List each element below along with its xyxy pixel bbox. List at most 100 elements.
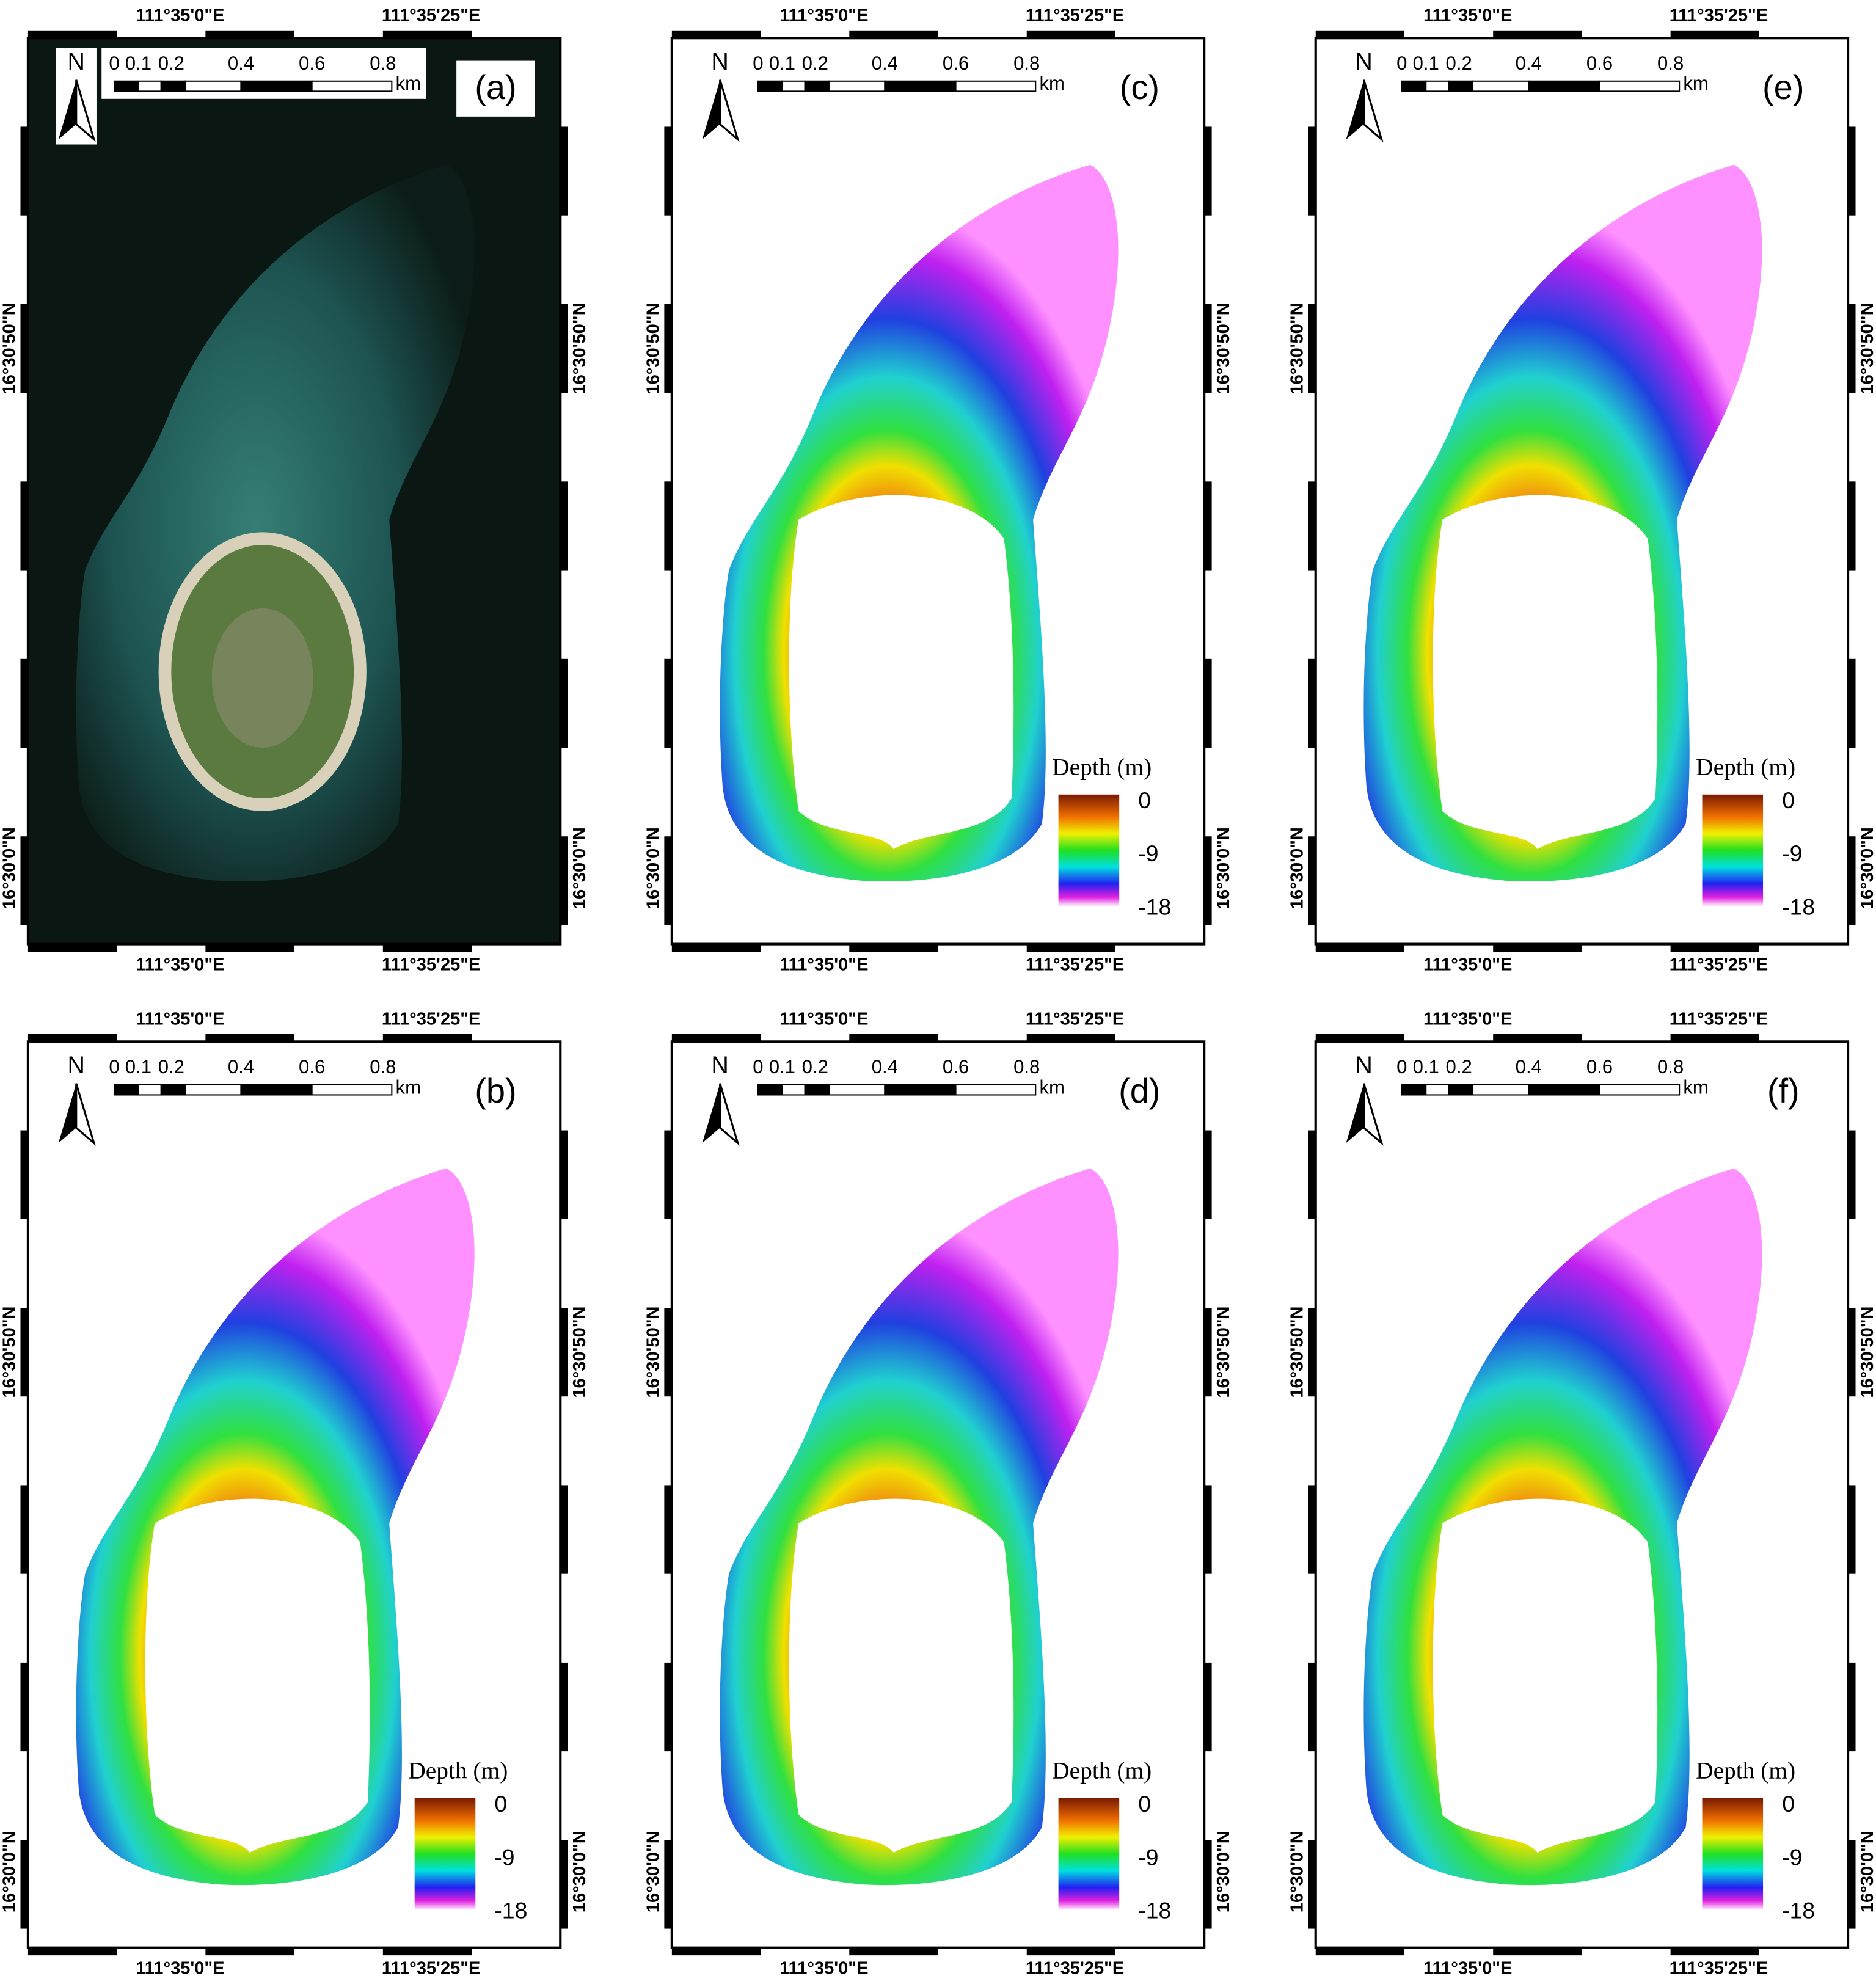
map-panel: Depth (m) 0 -9 -18 111°35'0"E 111°35'0"E 111°3… — [1287, 1010, 1876, 1978]
frame-tick — [560, 304, 568, 393]
latitude-label: 16°30'50"N — [1858, 302, 1876, 394]
frame-tick — [382, 944, 472, 952]
frame-tick — [20, 1840, 28, 1929]
scale-label: 0.1 — [1413, 1056, 1439, 1077]
scale-label: 0.8 — [1657, 53, 1684, 74]
frame-tick — [1204, 304, 1212, 393]
scale-segment — [757, 1084, 783, 1096]
scale-label: 0.4 — [228, 1056, 254, 1077]
frame-tick — [1308, 658, 1316, 748]
frame-tick — [1848, 304, 1856, 393]
longitude-label: 111°35'25"E — [382, 1959, 480, 1978]
scale-label: 0.6 — [1586, 1056, 1613, 1077]
frame-tick — [20, 481, 28, 571]
frame-tick — [560, 1485, 568, 1574]
longitude-label: 111°35'25"E — [1670, 955, 1768, 975]
frame-tick — [382, 1034, 472, 1042]
frame-tick — [1308, 126, 1316, 216]
scale-segment — [1401, 80, 1427, 92]
frame-tick — [20, 1130, 28, 1219]
legend-title: Depth (m) — [1052, 1757, 1152, 1784]
scale-segment — [184, 80, 242, 92]
frame-tick — [560, 1840, 568, 1929]
frame-tick — [1670, 30, 1759, 38]
scale-segment — [137, 1084, 162, 1096]
north-arrow — [75, 79, 96, 142]
frame-tick — [1308, 1130, 1316, 1219]
frame-tick — [560, 1662, 568, 1752]
scale-segment — [137, 80, 162, 92]
frame-tick — [1204, 836, 1212, 925]
longitude-label: 111°35'0"E — [1423, 955, 1512, 975]
scale-segment — [311, 1084, 393, 1096]
scale-segment — [804, 80, 830, 92]
frame-tick — [1026, 1947, 1115, 1956]
legend-colorbar — [414, 1798, 476, 1910]
frame-tick — [1848, 1840, 1856, 1929]
island-center — [211, 608, 313, 748]
frame-tick — [560, 1308, 568, 1397]
latitude-label: 16°30'0"N — [1287, 1831, 1307, 1912]
frame-tick — [27, 1947, 117, 1956]
latitude-label: 16°30'50"N — [1287, 1307, 1307, 1398]
latitude-label: 16°30'0"N — [0, 827, 20, 909]
scale-label: 0.8 — [1657, 1056, 1684, 1077]
longitude-label: 111°35'25"E — [1670, 6, 1768, 26]
scale-label: 0.1 — [769, 53, 795, 74]
scale-segment — [955, 1084, 1037, 1096]
legend-tick-label: -9 — [1782, 840, 1802, 866]
scale-label: 0.2 — [802, 53, 828, 74]
legend-tick-label: -9 — [1138, 840, 1158, 866]
longitude-label: 111°35'0"E — [779, 1010, 868, 1029]
legend-title: Depth (m) — [1696, 1757, 1795, 1784]
legend-title: Depth (m) — [1696, 753, 1795, 780]
frame-tick — [1848, 126, 1856, 216]
frame-tick — [1315, 1034, 1404, 1042]
scale-label: 0.4 — [1516, 53, 1542, 74]
latitude-label: 16°30'0"N — [643, 1831, 663, 1912]
frame-tick — [1204, 658, 1212, 748]
scale-label: 0.8 — [1013, 53, 1040, 74]
scale-label: 0.6 — [299, 53, 325, 74]
panel-label: (b) — [475, 1071, 516, 1110]
frame-tick — [664, 1840, 672, 1929]
longitude-label: 111°35'0"E — [1423, 1010, 1512, 1029]
scale-unit: km — [1039, 73, 1064, 94]
scale-segment — [1425, 1084, 1450, 1096]
scale-unit: km — [396, 1076, 421, 1098]
legend-tick-label: 0 — [1782, 787, 1795, 813]
scale-segment — [1401, 1084, 1427, 1096]
scale-segment — [884, 80, 957, 92]
frame-tick — [1204, 1130, 1212, 1219]
north-label: N — [68, 48, 85, 75]
map-panel: Depth (m) 0 -9 -18 111°35'0"E 111°35'0"E 111°3… — [643, 6, 1233, 975]
legend-tick-label: 0 — [494, 1791, 507, 1817]
frame-tick — [849, 1947, 938, 1956]
legend-tick-label: -9 — [1782, 1844, 1802, 1870]
frame-tick — [664, 126, 672, 216]
frame-tick — [382, 1947, 472, 1956]
frame-tick — [664, 304, 672, 393]
frame-tick — [20, 1308, 28, 1397]
scale-segment — [1599, 80, 1681, 92]
scale-label: 0.6 — [943, 1056, 969, 1077]
frame-tick — [1026, 1034, 1115, 1042]
scale-label: 0.2 — [1446, 53, 1472, 74]
panel-label: (e) — [1762, 68, 1804, 106]
longitude-label: 111°35'25"E — [382, 6, 480, 26]
north-arrow — [1346, 79, 1364, 140]
scale-label: 0.1 — [1413, 53, 1439, 74]
frame-tick — [1308, 304, 1316, 393]
scale-label: 0.8 — [370, 53, 396, 74]
scale-segment — [1472, 80, 1530, 92]
panel-label: (a) — [475, 68, 516, 106]
legend-title: Depth (m) — [1052, 753, 1152, 780]
frame-tick — [205, 30, 294, 38]
scale-segment — [781, 80, 806, 92]
legend-tick-label: -18 — [494, 1897, 527, 1923]
frame-tick — [1848, 481, 1856, 571]
panel-label: (d) — [1119, 1071, 1160, 1110]
frame-tick — [664, 658, 672, 748]
scale-unit: km — [1683, 73, 1708, 94]
frame-tick — [20, 836, 28, 925]
